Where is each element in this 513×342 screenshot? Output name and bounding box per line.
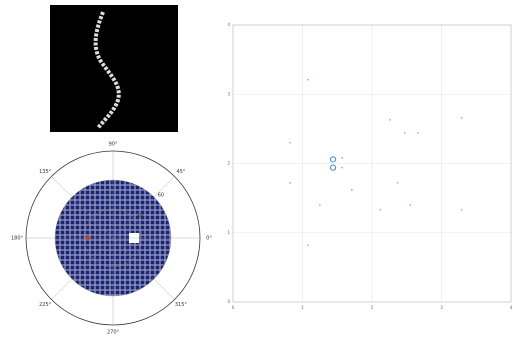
point [307,79,309,81]
y-tick-label: 4 [227,22,230,27]
y-tick-label: 1 [227,230,230,235]
scatter-plot: 0 1 2 3 4 0 1 2 3 4 [227,22,512,310]
point [389,119,391,121]
image-panel [50,5,178,132]
point [319,204,321,206]
point [379,209,381,211]
y-tick-label: 2 [227,161,230,166]
point [397,182,399,184]
point [289,182,291,184]
r-tick-label: 30 [137,214,143,220]
theta-tick-label: 315° [175,302,188,308]
point [289,142,291,144]
page: {"chart_data": [ {"type": "scatter", "xl… [0,0,513,342]
theta-tick-label: 225° [39,302,52,308]
theta-tick-label: 180° [11,236,24,242]
point [461,117,463,119]
y-tick-label: 3 [227,91,230,96]
theta-tick-label: 135° [39,169,52,175]
point [330,165,335,170]
x-tick-label: 4 [510,305,513,310]
point [351,189,353,191]
polar-plot: 30 60 0° 45° 90° 135° 180° 225° 270° 315° [11,142,212,336]
r-tick-label: 60 [158,193,164,199]
theta-tick-label: 45° [176,169,185,175]
x-tick-label: 3 [440,305,443,310]
figure: 30 60 0° 45° 90° 135° 180° 225° 270° 315° 0 1 2 3 4 0 1… [0,0,513,342]
theta-tick-label: 270° [107,330,120,336]
theta-tick-label: 90° [109,142,118,148]
point [330,157,335,162]
point [341,167,343,169]
x-tick-label: 2 [371,305,374,310]
y-tick-label: 0 [227,299,230,304]
point [307,244,309,246]
point [417,132,419,134]
point [409,204,411,206]
point [404,132,406,134]
point [341,157,343,159]
x-tick-label: 0 [232,305,235,310]
theta-tick-label: 0° [206,236,212,242]
point [461,209,463,211]
x-tick-label: 1 [301,305,304,310]
